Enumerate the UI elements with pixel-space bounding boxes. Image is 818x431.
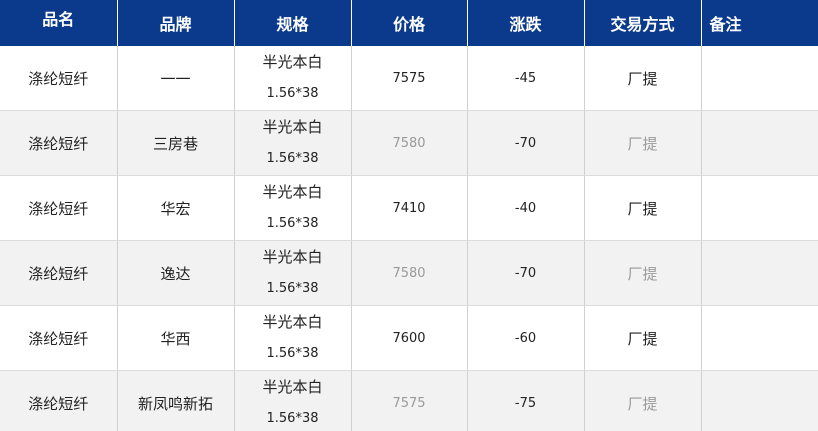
delivery-cell: 厂提 [584, 110, 702, 176]
name-cell: 涤纶短纤 [0, 240, 118, 306]
header-cell: 品名 [0, 0, 118, 46]
change-cell: -70 [467, 110, 585, 176]
note-cell [701, 370, 818, 431]
table-row: 涤纶短纤 华宏 半光本白 1.56*38 7410 -40 厂提 [0, 175, 818, 241]
note-cell [701, 240, 818, 306]
spec-line: 1.56*38 [266, 281, 319, 296]
brand-cell: 三房巷 [117, 110, 235, 176]
price-cell: 7580 [351, 240, 468, 306]
table-row: 涤纶短纤 逸达 半光本白 1.56*38 7580 -70 厂提 [0, 240, 818, 306]
spec-line: 半光本白 [262, 118, 323, 136]
spec-line: 半光本白 [262, 313, 323, 331]
spec-cell: 半光本白 1.56*38 [234, 370, 352, 431]
spec-line: 半光本白 [262, 53, 323, 71]
header-cell: 备注 [701, 0, 818, 46]
table-row: 涤纶短纤 三房巷 半光本白 1.56*38 7580 -70 厂提 [0, 110, 818, 176]
spec-cell: 半光本白 1.56*38 [234, 240, 352, 306]
delivery-cell: 厂提 [584, 175, 702, 241]
header-cell: 交易方式 [584, 0, 702, 46]
price-cell: 7575 [351, 46, 468, 111]
price-cell: 7575 [351, 370, 468, 431]
note-cell [701, 175, 818, 241]
spec-line: 1.56*38 [266, 86, 319, 101]
brand-cell: 华西 [117, 305, 235, 371]
change-cell: -70 [467, 240, 585, 306]
spec-line: 1.56*38 [266, 151, 319, 166]
header-cell: 涨跌 [467, 0, 585, 46]
brand-cell: 华宏 [117, 175, 235, 241]
brand-cell: 新凤鸣新拓 [117, 370, 235, 431]
header-row: 品名 品牌 规格 价格 涨跌 交易方式 备注 [0, 0, 818, 46]
brand-cell: 逸达 [117, 240, 235, 306]
price-cell: 7600 [351, 305, 468, 371]
table-body: 涤纶短纤 一一 半光本白 1.56*38 7575 -45 厂提 涤纶短纤 三房巷 半光本白 1.5… [0, 46, 818, 431]
note-cell [701, 46, 818, 111]
spec-line: 1.56*38 [266, 346, 319, 361]
table-row: 涤纶短纤 一一 半光本白 1.56*38 7575 -45 厂提 [0, 46, 818, 111]
name-cell: 涤纶短纤 [0, 370, 118, 431]
price-cell: 7410 [351, 175, 468, 241]
delivery-cell: 厂提 [584, 370, 702, 431]
brand-cell: 一一 [117, 46, 235, 111]
table-row: 涤纶短纤 新凤鸣新拓 半光本白 1.56*38 7575 -75 厂提 [0, 370, 818, 431]
spec-cell: 半光本白 1.56*38 [234, 305, 352, 371]
spec-line: 半光本白 [262, 183, 323, 201]
header-cell: 价格 [351, 0, 468, 46]
change-cell: -40 [467, 175, 585, 241]
note-cell [701, 110, 818, 176]
name-cell: 涤纶短纤 [0, 305, 118, 371]
note-cell [701, 305, 818, 371]
name-cell: 涤纶短纤 [0, 110, 118, 176]
spec-line: 1.56*38 [266, 411, 319, 426]
change-cell: -60 [467, 305, 585, 371]
delivery-cell: 厂提 [584, 46, 702, 111]
header-cell: 规格 [234, 0, 352, 46]
spec-line: 半光本白 [262, 248, 323, 266]
name-cell: 涤纶短纤 [0, 46, 118, 111]
change-cell: -45 [467, 46, 585, 111]
delivery-cell: 厂提 [584, 240, 702, 306]
delivery-cell: 厂提 [584, 305, 702, 371]
spec-cell: 半光本白 1.56*38 [234, 46, 352, 111]
change-cell: -75 [467, 370, 585, 431]
spec-cell: 半光本白 1.56*38 [234, 110, 352, 176]
name-cell: 涤纶短纤 [0, 175, 118, 241]
price-cell: 7580 [351, 110, 468, 176]
spec-line: 半光本白 [262, 378, 323, 396]
table-row: 涤纶短纤 华西 半光本白 1.56*38 7600 -60 厂提 [0, 305, 818, 371]
header-cell: 品牌 [117, 0, 235, 46]
spec-line: 1.56*38 [266, 216, 319, 231]
spec-cell: 半光本白 1.56*38 [234, 175, 352, 241]
